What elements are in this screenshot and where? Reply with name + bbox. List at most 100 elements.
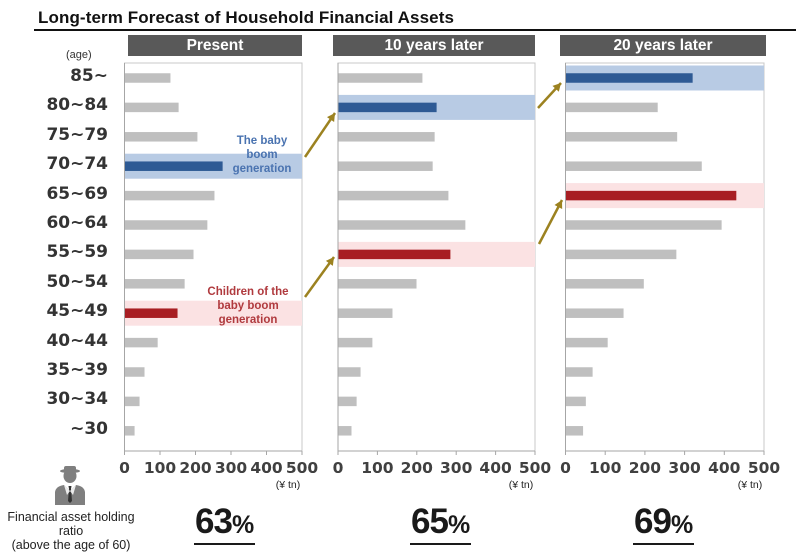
age-label: ~30 bbox=[70, 418, 108, 439]
age-label: 40~44 bbox=[46, 330, 108, 351]
age-axis-unit: (age) bbox=[66, 49, 92, 61]
x-tick-label: 200 bbox=[179, 459, 212, 477]
arrow-line bbox=[537, 199, 564, 245]
bar bbox=[338, 73, 423, 83]
baby-boom-annotation-line: generation bbox=[232, 163, 292, 175]
x-tick-label: 300 bbox=[215, 459, 248, 477]
x-tick-label: 400 bbox=[250, 459, 283, 477]
bar-children bbox=[566, 190, 737, 201]
age-label: 85~ bbox=[70, 66, 108, 86]
baby-boom-annotation-line: boom bbox=[246, 149, 278, 161]
bar bbox=[338, 161, 433, 171]
bar-baby-boom bbox=[566, 73, 693, 83]
bar bbox=[125, 426, 135, 436]
ratio-present: 63% bbox=[194, 502, 256, 545]
x-tick-label: 100 bbox=[589, 459, 622, 477]
bar bbox=[338, 396, 357, 407]
x-tick-label: 0 bbox=[119, 459, 130, 477]
ratio-10-years: 65% bbox=[410, 502, 472, 545]
age-label: 75~79 bbox=[46, 124, 108, 145]
chart-title: Long-term Forecast of Household Financia… bbox=[38, 8, 455, 27]
ratio-value: 65 bbox=[411, 502, 449, 541]
age-label: 65~69 bbox=[46, 183, 108, 204]
x-tick-label: 500 bbox=[519, 459, 552, 477]
arrow-line bbox=[303, 112, 337, 158]
person-icon bbox=[55, 466, 85, 505]
bar bbox=[125, 73, 171, 83]
ratio-value: 63 bbox=[195, 502, 233, 541]
x-axis-unit: (¥ tn) bbox=[509, 479, 534, 491]
children-annotation-line: Children of the bbox=[207, 286, 289, 298]
bar bbox=[566, 426, 584, 436]
x-tick-label: 500 bbox=[748, 459, 781, 477]
x-tick-label: 300 bbox=[668, 459, 701, 477]
age-label: 50~54 bbox=[46, 271, 108, 292]
x-tick-label: 0 bbox=[333, 459, 344, 477]
bar bbox=[338, 132, 435, 142]
bar bbox=[125, 396, 140, 407]
bar-baby-boom bbox=[125, 161, 223, 171]
age-label: 60~64 bbox=[46, 213, 108, 233]
bar-children bbox=[338, 249, 451, 260]
baby-boom-annotation: The baby boom generation bbox=[218, 134, 306, 176]
bar-baby-boom bbox=[338, 102, 437, 113]
ratio-20-years: 69% bbox=[633, 502, 695, 545]
x-tick-label: 500 bbox=[286, 459, 319, 477]
arrow-head bbox=[552, 83, 561, 92]
bar bbox=[566, 308, 624, 318]
age-label: 45~49 bbox=[46, 301, 108, 322]
arrow-head bbox=[326, 113, 335, 122]
arrow-head bbox=[554, 200, 563, 209]
title-underline bbox=[34, 29, 796, 31]
ratio-description-line: Financial asset holding ratio bbox=[7, 510, 135, 538]
age-label: 70~74 bbox=[46, 154, 108, 175]
x-tick-label: 400 bbox=[479, 459, 512, 477]
bar bbox=[125, 102, 179, 113]
x-axis-unit: (¥ tn) bbox=[276, 479, 301, 491]
bar bbox=[125, 220, 208, 230]
ratio-suffix: % bbox=[670, 511, 694, 539]
bar bbox=[338, 426, 352, 436]
panel-header-10-years: 10 years later bbox=[333, 35, 535, 56]
bar bbox=[125, 190, 215, 201]
bar bbox=[338, 308, 393, 318]
bar bbox=[125, 367, 145, 377]
ratio-suffix: % bbox=[231, 511, 255, 539]
x-tick-label: 200 bbox=[629, 459, 662, 477]
x-tick-label: 100 bbox=[361, 459, 394, 477]
bar bbox=[566, 396, 586, 407]
x-tick-label: 300 bbox=[440, 459, 473, 477]
ratio-description: Financial asset holding ratio (above the… bbox=[0, 510, 142, 552]
ratio-value: 69 bbox=[634, 502, 672, 541]
ratio-description-line: (above the age of 60) bbox=[11, 538, 131, 552]
baby-boom-annotation-line: The baby bbox=[236, 135, 288, 147]
bar bbox=[566, 279, 644, 289]
bar bbox=[566, 337, 608, 348]
age-label: 30~34 bbox=[46, 389, 108, 410]
x-tick-label: 400 bbox=[708, 459, 741, 477]
x-tick-label: 0 bbox=[560, 459, 571, 477]
panel-header-present: Present bbox=[128, 35, 302, 56]
bar bbox=[338, 367, 361, 377]
bar bbox=[566, 132, 678, 142]
children-annotation-line: baby boom bbox=[217, 300, 279, 312]
bar bbox=[566, 220, 722, 230]
bar bbox=[125, 337, 158, 348]
bar bbox=[125, 132, 198, 142]
children-annotation-line: generation bbox=[218, 314, 278, 326]
x-axis-unit: (¥ tn) bbox=[738, 479, 763, 491]
bar bbox=[338, 279, 417, 289]
bar bbox=[338, 337, 373, 348]
age-label: 80~84 bbox=[46, 95, 108, 116]
bar bbox=[125, 279, 185, 289]
bar bbox=[338, 220, 466, 230]
bar bbox=[566, 249, 677, 260]
arrow-head bbox=[325, 257, 334, 266]
age-label: 55~59 bbox=[46, 242, 108, 263]
bar bbox=[566, 102, 658, 113]
plot-frame bbox=[124, 62, 303, 452]
x-tick-label: 100 bbox=[144, 459, 177, 477]
arrow-line bbox=[303, 256, 336, 298]
bar bbox=[125, 249, 194, 260]
